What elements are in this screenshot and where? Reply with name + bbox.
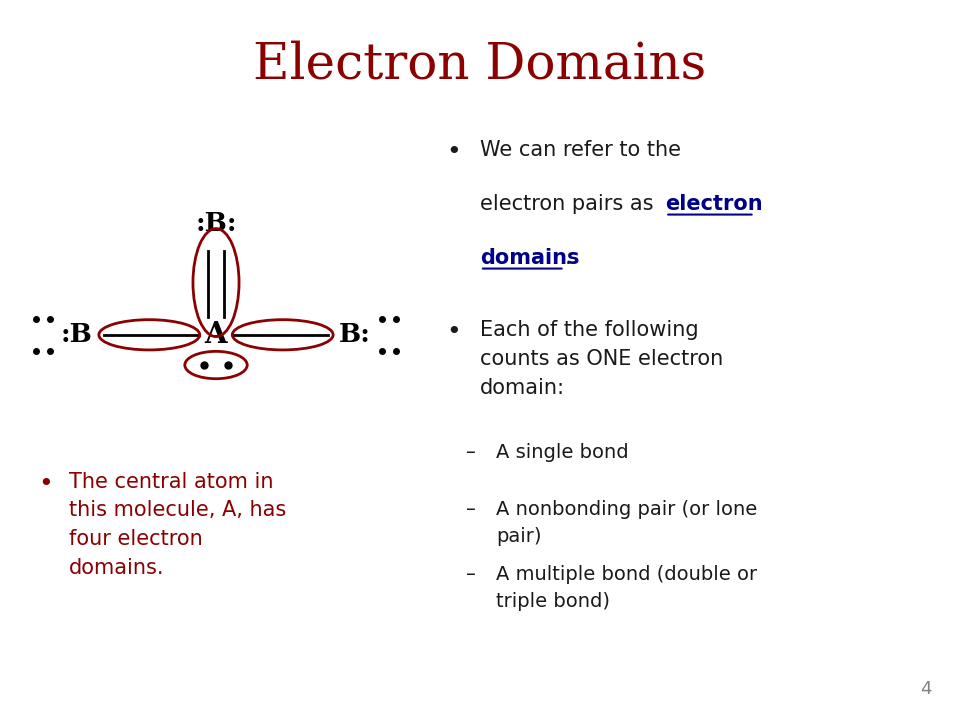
Text: The central atom in
this molecule, A, has
four electron
domains.: The central atom in this molecule, A, ha… (69, 472, 286, 578)
Text: •: • (446, 140, 461, 164)
Text: •: • (446, 320, 461, 344)
Text: We can refer to the: We can refer to the (480, 140, 681, 161)
Text: A: A (204, 320, 228, 349)
Text: :B:: :B: (195, 211, 237, 235)
Text: Electron Domains: Electron Domains (253, 40, 707, 89)
Text: A nonbonding pair (or lone
pair): A nonbonding pair (or lone pair) (496, 500, 757, 546)
Text: –: – (466, 565, 475, 584)
Text: electron: electron (665, 194, 763, 215)
Text: 4: 4 (920, 680, 931, 698)
Text: .: . (564, 248, 571, 269)
Text: A single bond: A single bond (496, 443, 629, 462)
Text: –: – (466, 443, 475, 462)
Text: •: • (38, 472, 53, 495)
Text: A multiple bond (double or
triple bond): A multiple bond (double or triple bond) (496, 565, 757, 611)
Text: B:: B: (339, 323, 372, 347)
Text: domains: domains (480, 248, 580, 269)
Text: :B: :B (60, 323, 93, 347)
Text: –: – (466, 500, 475, 519)
Text: Each of the following
counts as ONE electron
domain:: Each of the following counts as ONE elec… (480, 320, 723, 398)
Text: electron pairs as: electron pairs as (480, 194, 660, 215)
